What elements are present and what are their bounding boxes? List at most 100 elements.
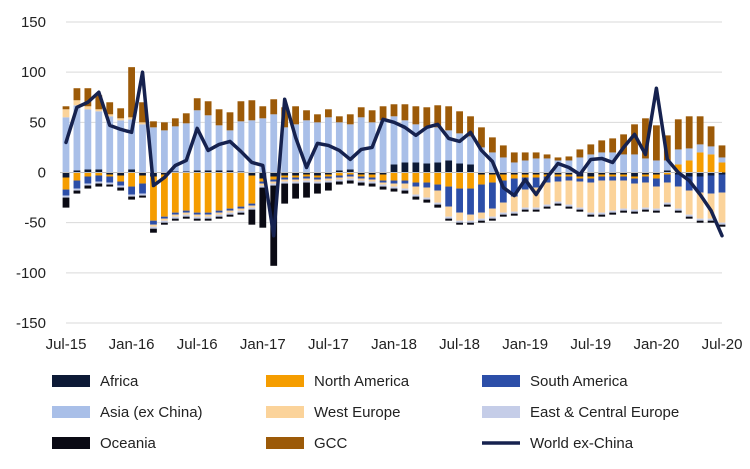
- bar-south-america: [587, 178, 595, 183]
- bar-north-america: [696, 152, 704, 173]
- bar-east-central-europe: [248, 207, 256, 210]
- bar-north-america: [204, 172, 212, 213]
- bar-africa: [193, 170, 201, 173]
- legend-item-oceania: Oceania: [52, 435, 157, 452]
- legend-label: North America: [314, 373, 410, 390]
- legend-label: South America: [530, 373, 628, 390]
- bar-west-europe: [357, 178, 365, 181]
- bar-east-central-europe: [521, 207, 529, 210]
- bar-south-america: [106, 176, 114, 183]
- bar-gcc: [718, 145, 726, 158]
- bar-north-america: [707, 154, 715, 173]
- bar-gcc: [467, 116, 474, 137]
- bar-gcc: [226, 112, 234, 131]
- bar-south-america: [445, 186, 453, 207]
- bar-east-central-europe: [215, 214, 223, 217]
- bar-south-america: [237, 206, 245, 209]
- bar-west-europe: [412, 186, 420, 195]
- bar-west-europe: [653, 186, 660, 209]
- bar-south-america: [357, 176, 365, 179]
- bar-asia-ex-china: [259, 118, 267, 173]
- bar-oceania: [346, 180, 354, 184]
- bar-africa: [84, 169, 92, 173]
- x-tick-label: Jan-18: [371, 336, 417, 353]
- bar-south-america: [554, 176, 562, 182]
- bar-north-america: [139, 175, 146, 184]
- bar-east-central-europe: [620, 208, 627, 211]
- bar-africa: [117, 172, 125, 176]
- bar-gcc: [84, 88, 92, 107]
- bar-west-europe: [325, 178, 332, 181]
- bar-gcc: [95, 95, 103, 110]
- bar-south-america: [489, 182, 496, 209]
- bar-gcc: [150, 121, 157, 128]
- bar-south-america: [182, 210, 190, 213]
- bar-south-america: [84, 176, 92, 184]
- bar-north-america: [161, 174, 168, 217]
- bar-south-america: [653, 178, 660, 187]
- legend-item-asia-ex-china: Asia (ex China): [52, 404, 203, 421]
- bar-north-america: [357, 174, 365, 177]
- bar-east-central-europe: [379, 184, 387, 187]
- legend-label: West Europe: [314, 404, 400, 421]
- bar-asia-ex-china: [237, 121, 245, 172]
- bar-south-america: [379, 180, 387, 183]
- bar-west-europe: [62, 109, 70, 118]
- bar-gcc: [303, 110, 310, 121]
- bar-oceania: [718, 224, 726, 227]
- bar-north-america: [281, 175, 289, 178]
- bar-africa: [314, 172, 321, 176]
- bar-asia-ex-china: [161, 130, 168, 173]
- bar-africa: [161, 172, 168, 175]
- y-tick-label: 50: [29, 114, 46, 131]
- bar-africa: [139, 172, 146, 176]
- bar-south-america: [139, 183, 146, 194]
- bar-east-central-europe: [314, 181, 321, 184]
- bar-south-america: [270, 179, 278, 182]
- bar-africa: [335, 170, 343, 173]
- legend-item-east-central-europe: East & Central Europe: [482, 404, 679, 421]
- bar-oceania: [445, 218, 453, 221]
- bar-south-america: [259, 181, 267, 184]
- bar-west-europe: [707, 193, 715, 219]
- bar-west-europe: [423, 187, 431, 198]
- y-tick-label: -50: [24, 215, 46, 232]
- bar-gcc: [248, 100, 256, 121]
- bar-west-europe: [609, 180, 617, 211]
- bar-north-america: [467, 172, 474, 189]
- bar-east-central-europe: [412, 194, 420, 197]
- bar-north-america: [95, 172, 103, 176]
- bar-east-central-europe: [182, 214, 190, 217]
- bar-africa: [631, 172, 638, 177]
- bar-oceania: [150, 228, 157, 233]
- bar-east-central-europe: [325, 180, 332, 183]
- bar-south-america: [314, 177, 321, 180]
- bar-west-europe: [95, 109, 103, 112]
- bar-gcc: [171, 118, 179, 127]
- bar-gcc: [325, 109, 332, 118]
- bar-asia-ex-china: [281, 127, 289, 173]
- bar-east-central-europe: [193, 216, 201, 219]
- bar-gcc: [434, 105, 442, 128]
- bar-gcc: [456, 111, 463, 134]
- bar-oceania: [292, 183, 299, 199]
- bar-oceania: [696, 220, 704, 223]
- bar-north-america: [303, 174, 310, 177]
- bar-west-europe: [478, 212, 485, 219]
- bar-oceania: [620, 210, 627, 213]
- bar-north-america: [478, 174, 485, 185]
- bar-south-america: [620, 176, 627, 181]
- bar-asia-ex-china: [445, 130, 453, 161]
- bar-oceania: [368, 183, 376, 187]
- bar-asia-ex-china: [587, 154, 595, 173]
- bar-africa: [456, 163, 463, 173]
- bar-east-central-europe: [303, 180, 310, 183]
- bar-africa: [292, 172, 299, 176]
- bar-africa: [303, 172, 310, 175]
- bar-gcc: [609, 138, 617, 153]
- bar-south-america: [598, 176, 606, 181]
- bar-africa: [510, 172, 518, 175]
- bar-west-europe: [139, 122, 146, 125]
- bar-oceania: [281, 183, 289, 204]
